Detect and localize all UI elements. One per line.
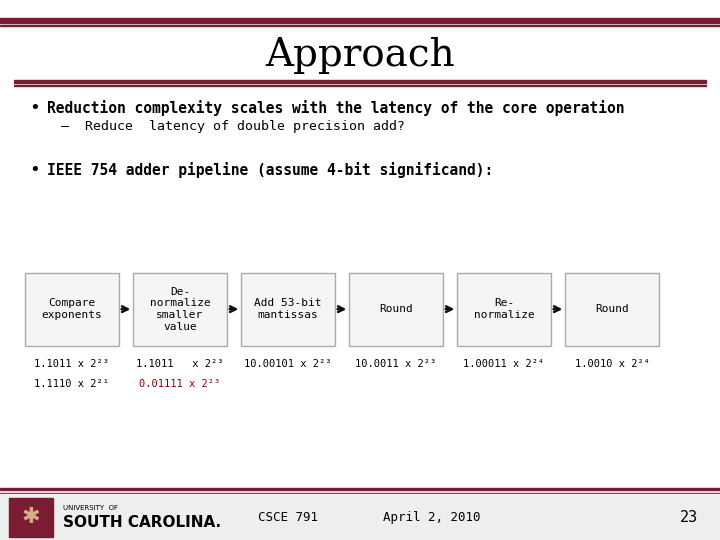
Text: 1.00011 x 2²⁴: 1.00011 x 2²⁴ [464, 359, 544, 369]
Bar [0, 494, 720, 540]
Text: UNIVERSITY  OF: UNIVERSITY OF [63, 504, 118, 511]
Text: Reduction complexity scales with the latency of the core operation: Reduction complexity scales with the lat… [47, 100, 624, 116]
Text: April 2, 2010: April 2, 2010 [383, 511, 481, 524]
Bar [457, 273, 551, 346]
Text: 1.1110 x 2²¹: 1.1110 x 2²¹ [35, 379, 109, 389]
Text: 1.1011   x 2²³: 1.1011 x 2²³ [136, 359, 224, 369]
Bar [9, 498, 53, 537]
Text: 10.00101 x 2²³: 10.00101 x 2²³ [244, 359, 332, 369]
Text: 0.01111 x 2²³: 0.01111 x 2²³ [140, 379, 220, 389]
Text: 10.0011 x 2²³: 10.0011 x 2²³ [356, 359, 436, 369]
Text: 23: 23 [680, 510, 698, 525]
Text: 1.1011 x 2²³: 1.1011 x 2²³ [35, 359, 109, 369]
Bar [0, 488, 720, 490]
Text: ✱: ✱ [22, 507, 40, 528]
Bar [25, 273, 119, 346]
Text: •: • [29, 161, 40, 179]
Text: Round: Round [595, 304, 629, 314]
Bar [0, 493, 720, 494]
Text: •: • [29, 99, 40, 117]
Text: Compare
exponents: Compare exponents [42, 298, 102, 320]
Text: IEEE 754 adder pipeline (assume 4-bit significand):: IEEE 754 adder pipeline (assume 4-bit si… [47, 162, 493, 178]
Bar [0, 25, 720, 26]
Text: Re-
normalize: Re- normalize [474, 298, 534, 320]
Bar [14, 80, 706, 83]
Text: Round: Round [379, 304, 413, 314]
Bar [241, 273, 335, 346]
Text: –  Reduce  latency of double precision add?: – Reduce latency of double precision add… [61, 120, 405, 133]
Text: CSCE 791: CSCE 791 [258, 511, 318, 524]
Text: SOUTH CAROLINA.: SOUTH CAROLINA. [63, 515, 222, 530]
Text: De-
normalize
smaller
value: De- normalize smaller value [150, 287, 210, 332]
Text: 1.0010 x 2²⁴: 1.0010 x 2²⁴ [575, 359, 649, 369]
Bar [14, 85, 706, 86]
Bar [133, 273, 227, 346]
Text: Add 53-bit
mantissas: Add 53-bit mantissas [254, 298, 322, 320]
Bar [0, 18, 720, 23]
Bar [349, 273, 443, 346]
Text: Approach: Approach [265, 37, 455, 73]
Bar [565, 273, 659, 346]
